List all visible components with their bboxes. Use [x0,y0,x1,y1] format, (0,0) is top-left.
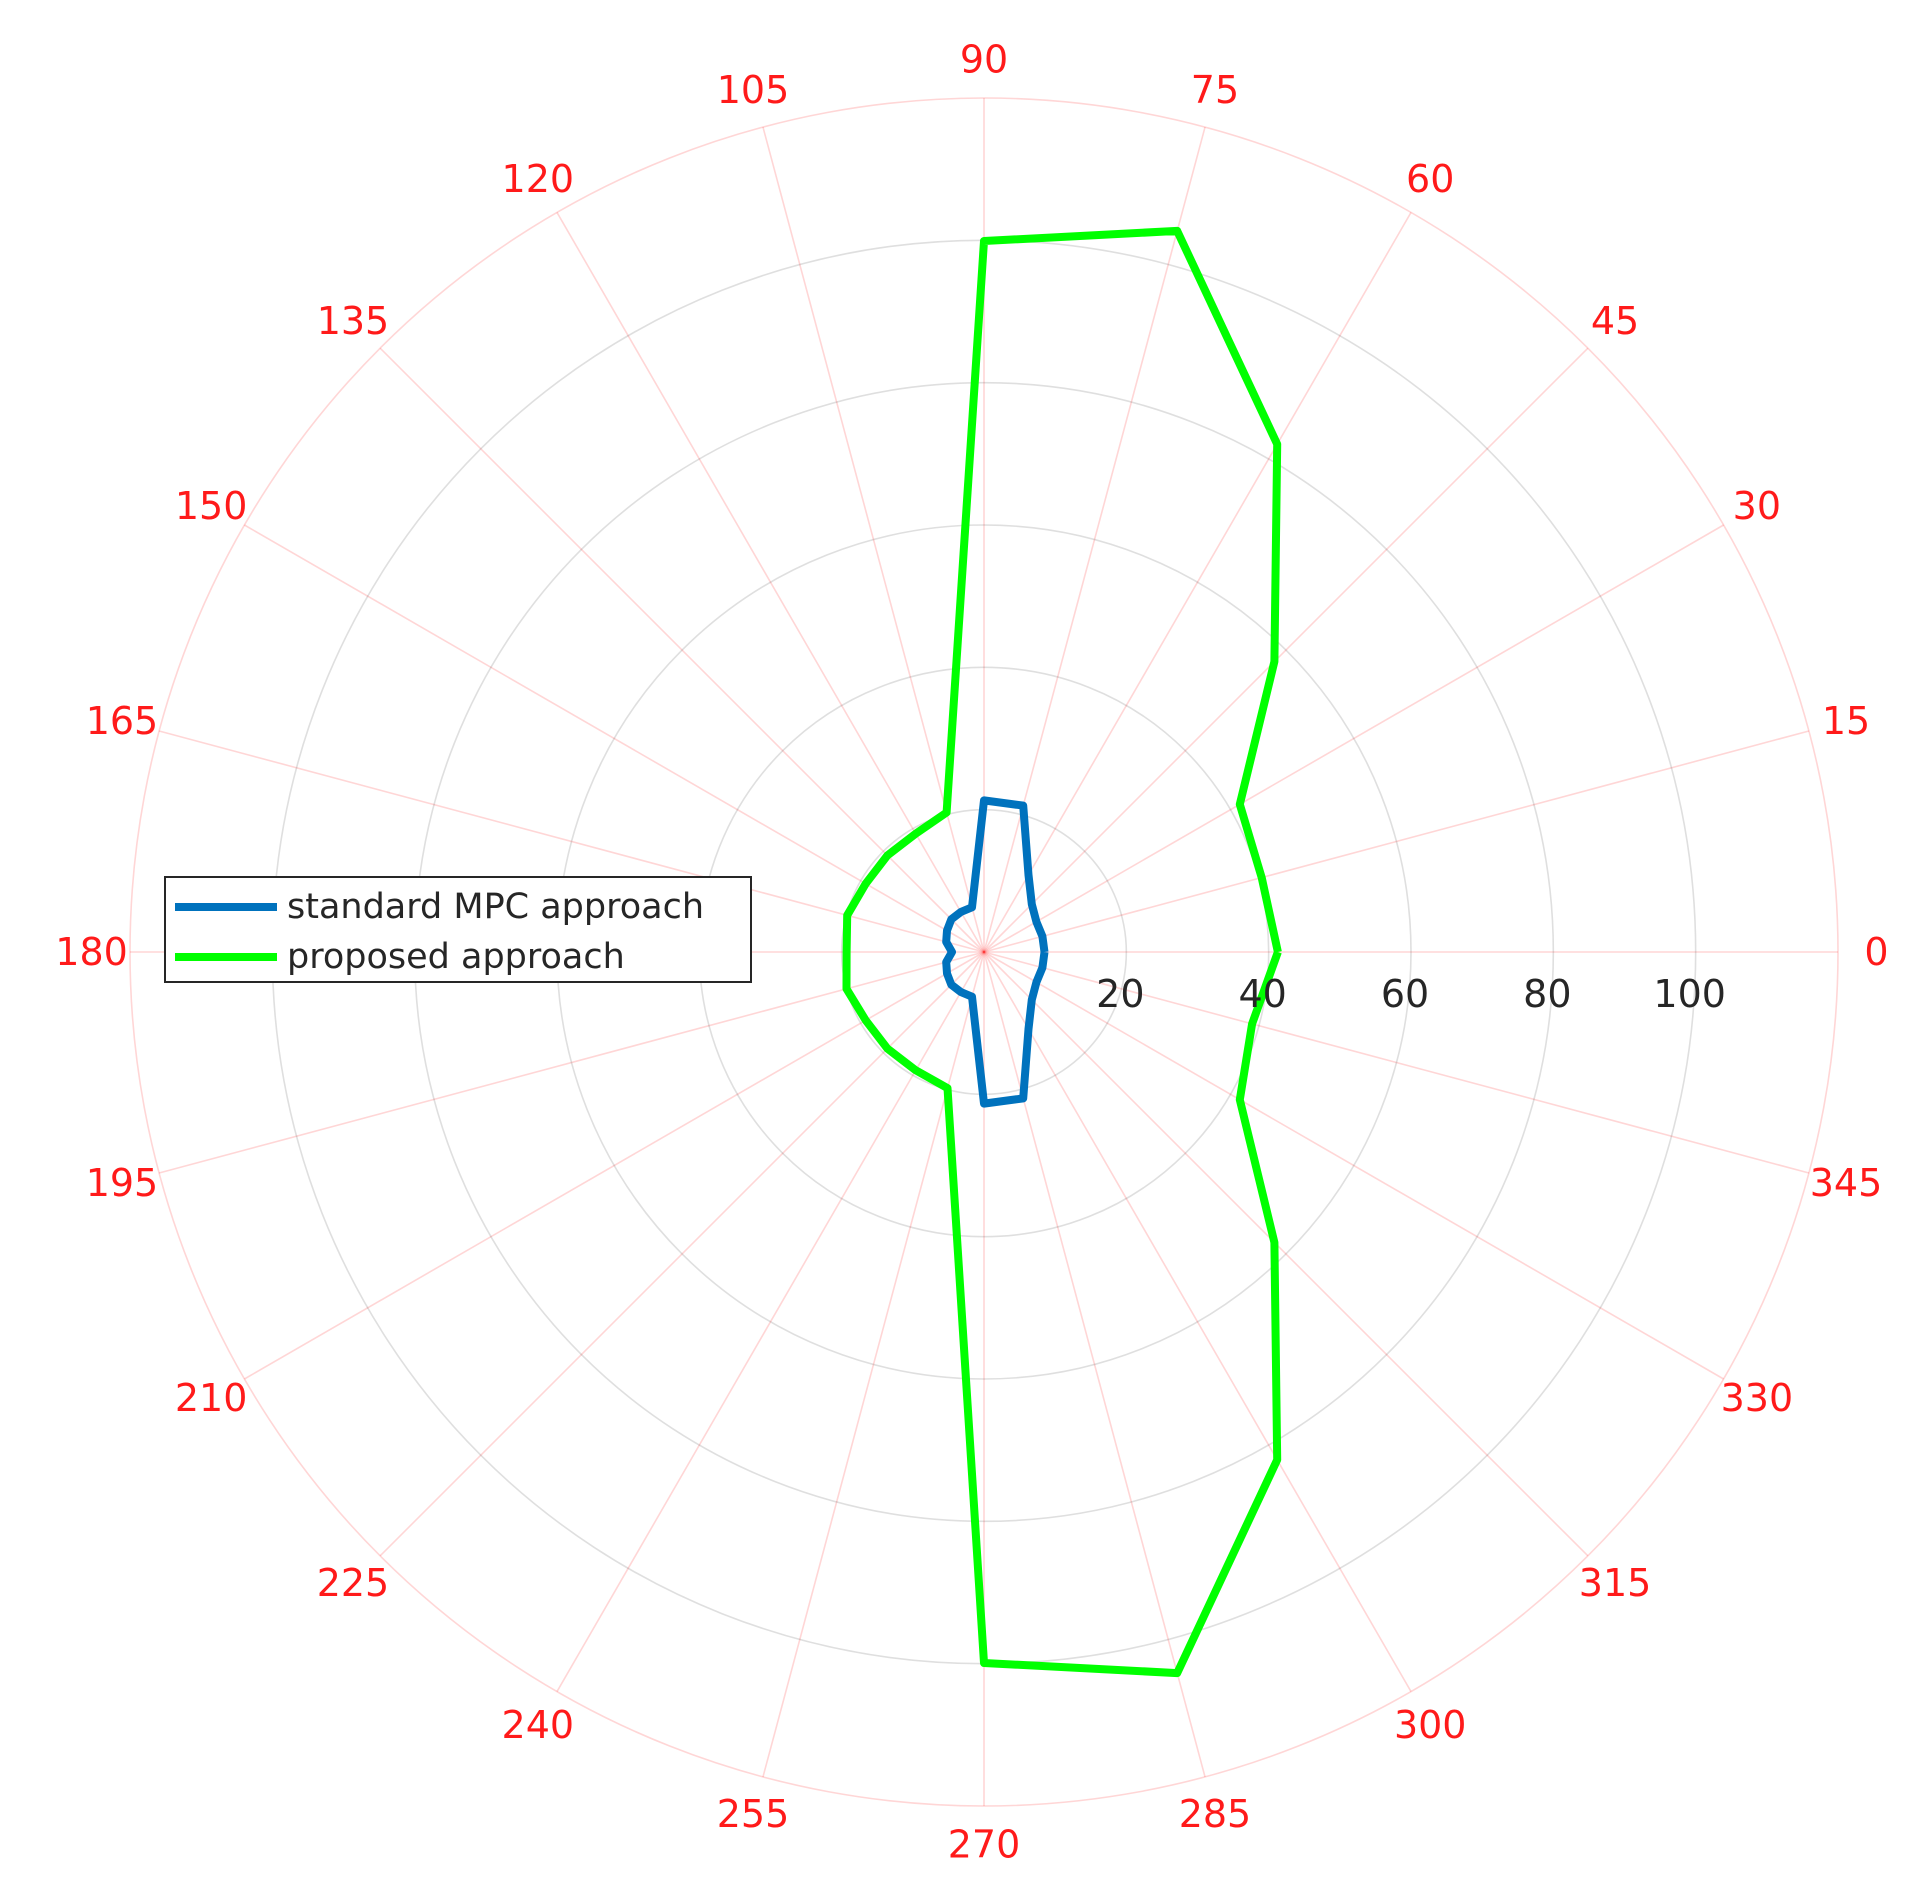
spoke-210 [244,951,985,1380]
theta-tick-label-15: 15 [1822,699,1870,743]
spoke-120 [556,212,985,953]
theta-tick-label-285: 285 [1179,1792,1252,1836]
r-tick-label-80: 80 [1523,972,1571,1016]
axis-labels: 0 15 30 45 60 75 90 105 120 135 150 165 180 195 210 225… [55,38,1888,1867]
spoke-315 [983,951,1589,1557]
spoke-240 [556,951,985,1692]
r-tick-label-40: 40 [1238,972,1286,1016]
spoke-330 [983,951,1724,1380]
theta-tick-label-105: 105 [717,68,790,112]
theta-tick-label-195: 195 [86,1161,159,1205]
legend: standard MPC approach proposed approach [164,876,752,983]
spoke-300 [983,951,1412,1692]
theta-tick-label-30: 30 [1733,484,1781,528]
spoke-225 [379,951,985,1557]
theta-tick-label-225: 225 [317,1561,390,1605]
r-tick-label-100: 100 [1653,972,1726,1016]
theta-tick-label-120: 120 [502,157,575,201]
theta-tick-label-180: 180 [55,930,128,974]
theta-tick-label-165: 165 [86,699,159,743]
theta-tick-label-345: 345 [1810,1161,1883,1205]
theta-tick-label-75: 75 [1191,68,1239,112]
legend-label-0: standard MPC approach [287,887,704,927]
theta-tick-label-210: 210 [175,1376,248,1420]
r-tick-label-60: 60 [1381,972,1429,1016]
spoke-45 [983,347,1589,953]
theta-tick-label-240: 240 [502,1703,575,1747]
spoke-150 [244,524,985,953]
theta-tick-label-270: 270 [948,1822,1021,1866]
spoke-30 [983,524,1724,953]
theta-tick-label-255: 255 [717,1792,790,1836]
theta-tick-label-135: 135 [317,299,390,343]
theta-tick-label-300: 300 [1394,1703,1467,1747]
theta-tick-label-150: 150 [175,484,248,528]
series-line-1 [842,226,1282,1678]
theta-tick-label-315: 315 [1579,1561,1652,1605]
theta-tick-label-45: 45 [1591,299,1639,343]
series-lines [842,226,1282,1678]
legend-box [164,876,752,983]
series-line-0 [942,796,1049,1108]
spoke-345 [983,951,1810,1174]
outer-circle [129,97,1839,1807]
spoke-15 [983,730,1810,953]
legend-label-1: proposed approach [287,937,625,977]
theta-tick-label-90: 90 [960,38,1008,82]
spoke-135 [379,347,985,953]
theta-tick-label-0: 0 [1864,930,1888,974]
r-tick-label-20: 20 [1096,972,1144,1016]
spoke-60 [983,212,1412,953]
theta-tick-label-60: 60 [1406,157,1454,201]
theta-tick-label-330: 330 [1721,1376,1794,1420]
